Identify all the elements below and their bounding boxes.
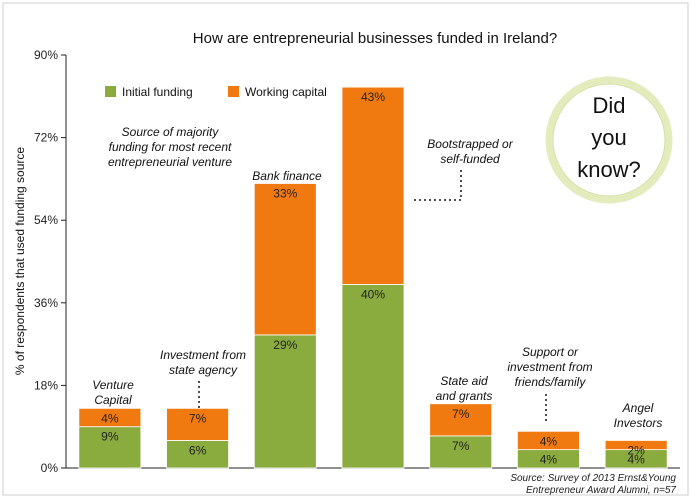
bar-segment-initial xyxy=(253,334,317,469)
friends-family-line-2: investment from xyxy=(507,360,592,374)
angel-line-2: Investors xyxy=(614,416,663,430)
y-axis-label: % of respondents that used funding sourc… xyxy=(13,147,27,375)
majority-note-line-3: entrepreneurial venture xyxy=(108,155,232,169)
annotation-bank-finance: Bank finance xyxy=(252,169,322,183)
annotation-friends-family: Support or investment from friends/famil… xyxy=(507,345,593,424)
annotation-state-aid: State aid and grants xyxy=(436,374,493,403)
callout-circle xyxy=(545,76,673,204)
state-aid-line-2: and grants xyxy=(436,389,493,403)
y-axis-ticks: 0% 18% 36% 54% 72% 90% xyxy=(34,48,66,475)
source-line-2: Entrepreneur Award Alumni, n=57 xyxy=(526,485,676,496)
source-line-1: Source: Survey of 2013 Ernst&Young xyxy=(510,473,676,484)
legend-label-working: Working capital xyxy=(245,85,327,99)
bank-finance-line-1: Bank finance xyxy=(252,169,322,183)
bar-value-label: 4% xyxy=(627,453,645,467)
bar-segment-working xyxy=(78,407,142,428)
legend-swatch-initial xyxy=(105,86,116,97)
bar-segment-initial xyxy=(341,284,405,469)
bar-value-label: 7% xyxy=(452,407,470,421)
bar-value-label: 2% xyxy=(627,443,645,457)
state-agency-line-2: state agency xyxy=(169,363,238,377)
bar-value-label: 33% xyxy=(273,186,297,200)
majority-note-line-1: Source of majority xyxy=(122,125,220,139)
friends-family-line-3: friends/family xyxy=(515,375,587,389)
annotation-bootstrapped: Bootstrapped or self-funded xyxy=(411,137,514,201)
y-tick-label: 90% xyxy=(34,48,58,62)
bar-segment-working xyxy=(604,440,668,451)
callout-line-2: you xyxy=(591,125,626,150)
angel-line-1: Angel xyxy=(622,401,654,415)
annotation-majority-note: Source of majority funding for most rece… xyxy=(108,125,232,169)
legend-label-initial: Initial funding xyxy=(122,85,193,99)
state-aid-line-1: State aid xyxy=(440,374,488,388)
did-you-know-callout: Did you know? xyxy=(545,76,673,204)
bootstrapped-pointer xyxy=(411,170,462,201)
annotation-state-agency: Investment from state agency xyxy=(160,348,246,410)
bars-group: 9%4%6%7%29%33%40%43%7%7%4%4%4%2% xyxy=(78,86,668,469)
bar-segment-working xyxy=(253,183,317,336)
y-tick-label: 36% xyxy=(34,296,58,310)
bar-value-label: 40% xyxy=(361,287,385,301)
legend-swatch-working xyxy=(228,86,239,97)
bootstrapped-line-1: Bootstrapped or xyxy=(427,137,513,151)
state-agency-line-1: Investment from xyxy=(160,348,246,362)
chart-title: How are entrepreneurial businesses funde… xyxy=(193,30,557,47)
bar-segment-working xyxy=(166,407,229,441)
bar-segment-working xyxy=(517,430,580,451)
bootstrapped-line-2: self-funded xyxy=(440,152,500,166)
bar-segment-working xyxy=(429,403,493,437)
bar-value-label: 6% xyxy=(189,443,207,457)
friends-family-line-1: Support or xyxy=(522,345,579,359)
venture-capital-line-1: Venture xyxy=(92,378,134,392)
bar-segment-initial xyxy=(429,435,493,469)
legend: Initial funding Working capital xyxy=(105,85,327,99)
venture-capital-line-2: Capital xyxy=(94,393,132,407)
callout-line-1: Did xyxy=(592,93,625,118)
bar-value-label: 7% xyxy=(189,411,207,425)
annotation-angel-investors: Angel Investors xyxy=(614,401,663,430)
bar-value-label: 7% xyxy=(452,439,470,453)
bar-segment-initial xyxy=(166,440,229,469)
bar-value-label: 29% xyxy=(273,338,297,352)
callout-line-3: know? xyxy=(577,157,641,182)
bar-segment-working xyxy=(341,86,405,285)
bar-value-label: 4% xyxy=(540,434,558,448)
bar-value-label: 4% xyxy=(540,453,558,467)
y-tick-label: 18% xyxy=(34,378,58,392)
annotation-venture-capital: Venture Capital xyxy=(92,378,134,407)
callout-inner-ring xyxy=(552,83,666,197)
bar-value-label: 43% xyxy=(361,90,385,104)
majority-note-line-2: funding for most recent xyxy=(109,140,232,154)
y-tick-label: 72% xyxy=(34,131,58,145)
bar-value-label: 9% xyxy=(101,430,119,444)
y-tick-label: 0% xyxy=(41,461,59,475)
bar-value-label: 4% xyxy=(101,411,119,425)
y-tick-label: 54% xyxy=(34,213,58,227)
